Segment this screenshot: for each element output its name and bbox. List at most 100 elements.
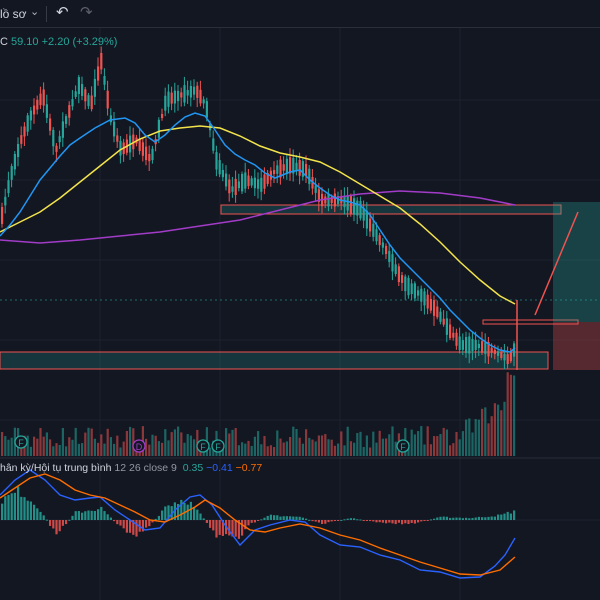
candle-body: [65, 116, 68, 124]
macd-hist-bar: [429, 519, 432, 521]
macd-hist-bar: [337, 520, 340, 521]
macd-hist-bar: [231, 520, 234, 537]
volume-bar: [324, 434, 327, 456]
candlesticks[interactable]: [1, 46, 516, 370]
candle-body: [237, 181, 240, 189]
volume-bar: [481, 408, 484, 456]
volume-bar: [93, 438, 96, 456]
ma-fast-line[interactable]: [0, 112, 516, 353]
volume-bar: [164, 429, 167, 456]
macd-hist-bar: [1, 503, 4, 520]
candle-body: [189, 85, 192, 98]
candle-body: [260, 177, 263, 192]
macd-hist-bar: [362, 520, 365, 521]
volume-bar: [333, 445, 336, 456]
volume-bar: [129, 426, 132, 456]
candle-body: [215, 152, 218, 170]
event-marker-label: F: [400, 442, 406, 452]
volume-bar: [122, 441, 125, 456]
candle-body: [282, 164, 285, 171]
candle-body: [327, 193, 330, 207]
macd-histogram-value: 0.35: [182, 462, 204, 474]
macd-hist-bar: [330, 520, 333, 522]
macd-hist-bar: [68, 519, 71, 521]
volume-bar: [417, 431, 420, 456]
candle-body: [410, 283, 413, 295]
volume-bar: [340, 431, 343, 456]
event-markers[interactable]: F D F F F: [14, 435, 410, 453]
ma-slow-line[interactable]: [0, 190, 516, 244]
macd-hist-bar: [465, 517, 468, 520]
macd-hist-bar: [513, 510, 516, 520]
volume-bar: [180, 432, 183, 456]
volume-bar: [433, 436, 436, 456]
volume-bar: [314, 441, 317, 456]
macd-hist-bar: [167, 505, 170, 520]
macd-hist-bar: [397, 520, 400, 523]
undo-icon[interactable]: ↶: [56, 4, 69, 21]
volume-bar: [151, 434, 154, 456]
candle-body: [84, 89, 87, 102]
entry-zone: [482, 319, 579, 325]
candle-body: [247, 175, 250, 187]
volume-bar: [106, 428, 109, 456]
volume-bar: [4, 436, 7, 456]
macd-legend[interactable]: hân kỳ/Hội tụ trung bình 12 26 close 9 0…: [0, 462, 262, 474]
macd-hist-bar: [436, 517, 439, 520]
macd-hist-bar: [327, 520, 330, 523]
candle-body: [490, 347, 493, 353]
candle-body: [257, 179, 260, 189]
candle-body: [113, 121, 116, 137]
layout-name[interactable]: lồ sơ: [0, 7, 27, 21]
candle-body: [420, 288, 423, 302]
forecast-arrow[interactable]: [516, 211, 579, 370]
candle-body: [241, 173, 244, 192]
macd-hist-bar: [394, 520, 397, 525]
candle-body: [263, 174, 266, 189]
event-marker-label: F: [200, 442, 206, 452]
candle-body: [17, 143, 20, 158]
macd-hist-bar: [183, 502, 186, 520]
candle-body: [68, 105, 71, 118]
volume-bar: [61, 428, 64, 456]
volume-bar: [493, 403, 496, 456]
volume-bar: [477, 419, 480, 456]
volume-bar: [381, 438, 384, 456]
candle-body: [509, 351, 512, 362]
price-chart[interactable]: F D F F F: [0, 28, 600, 600]
macd-hist-bar: [125, 520, 128, 533]
stop-zone: [553, 322, 600, 370]
volume-bar: [362, 446, 365, 456]
change-percent: (+3.29%): [72, 36, 118, 48]
macd-hist-bar: [298, 516, 301, 520]
signal-line[interactable]: [0, 473, 516, 576]
long-position-tool[interactable]: [553, 202, 600, 370]
volume-bar: [423, 444, 426, 456]
volume-bar: [413, 434, 416, 456]
support-resistance-zones[interactable]: [0, 204, 579, 370]
macd-hist-bar: [461, 518, 464, 520]
macd-hist-bar: [13, 492, 16, 520]
chevron-down-icon[interactable]: ⌄: [30, 6, 40, 18]
macd-hist-bar: [148, 520, 151, 527]
macd-hist-bar: [26, 500, 29, 520]
candle-body: [381, 242, 384, 248]
macd-hist-bar: [93, 511, 96, 520]
volume-bar: [90, 428, 93, 456]
candle-body: [42, 89, 45, 106]
macd-line[interactable]: [0, 469, 516, 579]
volume-bar: [125, 430, 128, 456]
candle-body: [173, 90, 176, 104]
volume-bar: [241, 442, 244, 456]
candle-body: [289, 157, 292, 174]
ma-mid-line[interactable]: [0, 125, 516, 305]
resistance-zone: [220, 204, 562, 215]
candle-body: [228, 179, 231, 194]
macd-hist-bar: [244, 520, 247, 530]
volume-bar: [369, 447, 372, 456]
macd-hist-bar: [500, 514, 503, 520]
macd-hist-bar: [20, 496, 23, 520]
macd-hist-bar: [301, 517, 304, 520]
macd-hist-bar: [132, 520, 135, 535]
macd-hist-bar: [33, 504, 36, 520]
